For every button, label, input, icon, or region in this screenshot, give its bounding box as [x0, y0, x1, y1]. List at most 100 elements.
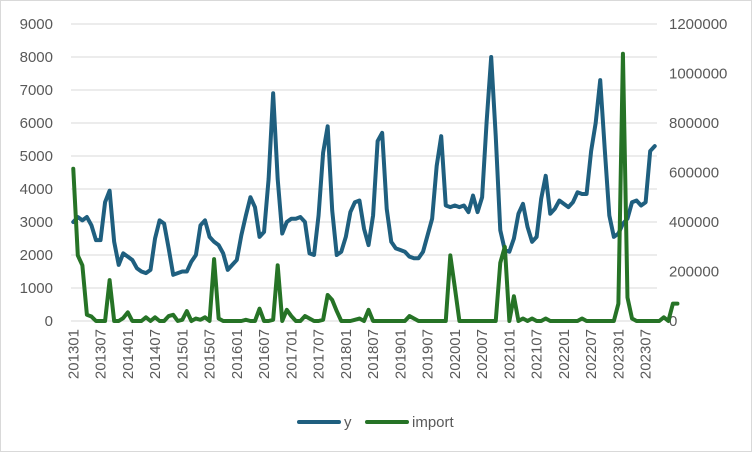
- data-point-y: [585, 192, 588, 195]
- data-point-import: [494, 320, 497, 323]
- data-point-import: [612, 320, 615, 323]
- data-point-y: [458, 206, 461, 209]
- data-point-import: [658, 320, 661, 323]
- data-point-import: [412, 317, 415, 320]
- data-point-import: [376, 320, 379, 323]
- x-tick-label: 201701: [283, 329, 300, 379]
- data-point-import: [431, 320, 434, 323]
- data-point-import: [272, 318, 275, 321]
- data-point-y: [303, 221, 306, 224]
- data-point-import: [249, 320, 252, 323]
- data-point-y: [544, 174, 547, 177]
- data-point-import: [585, 320, 588, 323]
- data-point-y: [512, 237, 515, 240]
- data-point-y: [194, 254, 197, 257]
- x-tick-label: 201901: [392, 329, 409, 379]
- data-point-y: [376, 140, 379, 143]
- left-tick-label: 1000: [20, 280, 53, 297]
- data-point-y: [381, 131, 384, 134]
- series-line-import: [71, 51, 680, 323]
- data-point-import: [676, 302, 679, 305]
- data-point-y: [603, 148, 606, 151]
- data-point-import: [372, 320, 375, 323]
- data-point-import: [113, 320, 116, 323]
- data-point-y: [385, 207, 388, 210]
- right-tick-label: 200000: [669, 264, 719, 281]
- legend-label-y: y: [344, 414, 352, 431]
- data-point-import: [476, 320, 479, 323]
- data-point-import: [154, 316, 157, 319]
- data-point-import: [403, 320, 406, 323]
- data-point-y: [499, 229, 502, 232]
- data-point-y: [331, 209, 334, 212]
- data-point-import: [276, 264, 279, 267]
- data-point-import: [181, 318, 184, 321]
- data-point-import: [85, 313, 88, 316]
- series-y: [71, 55, 657, 277]
- x-tick-label: 202301: [610, 329, 627, 379]
- data-point-y: [208, 235, 211, 238]
- x-tick-label: 201707: [311, 329, 328, 379]
- data-point-y: [285, 221, 288, 224]
- data-point-y: [163, 222, 166, 225]
- data-point-y: [167, 247, 170, 250]
- legend: y import: [297, 414, 455, 431]
- x-tick-label: 202007: [474, 329, 491, 379]
- data-point-import: [394, 320, 397, 323]
- left-tick-label: 3000: [20, 214, 53, 231]
- data-point-import: [308, 317, 311, 320]
- data-point-import: [649, 320, 652, 323]
- left-tick-label: 0: [45, 313, 53, 330]
- data-point-import: [81, 264, 84, 267]
- data-point-import: [353, 318, 356, 321]
- right-tick-label: 0: [669, 313, 677, 330]
- data-point-import: [667, 320, 670, 323]
- data-point-y: [113, 240, 116, 243]
- data-point-import: [363, 320, 366, 323]
- data-point-y: [85, 216, 88, 219]
- data-point-y: [217, 244, 220, 247]
- data-point-y: [244, 214, 247, 217]
- data-point-y: [135, 267, 138, 270]
- data-point-y: [481, 196, 484, 199]
- right-tick-label: 1200000: [669, 16, 727, 33]
- left-tick-label: 5000: [20, 148, 53, 165]
- right-axis: 0 200000 400000 600000 800000 1000000 1200000: [669, 16, 727, 330]
- data-point-import: [467, 320, 470, 323]
- data-point-y: [590, 150, 593, 153]
- data-point-import: [185, 310, 188, 313]
- data-point-y: [363, 227, 366, 230]
- data-point-y: [172, 273, 175, 276]
- data-point-y: [235, 258, 238, 261]
- data-point-y: [526, 225, 529, 228]
- data-point-y: [190, 260, 193, 263]
- data-point-import: [385, 320, 388, 323]
- data-point-import: [449, 254, 452, 257]
- data-point-y: [344, 235, 347, 238]
- data-point-y: [154, 237, 157, 240]
- data-point-y: [649, 150, 652, 153]
- x-tick-label: 201501: [174, 329, 191, 379]
- data-point-import: [99, 320, 102, 323]
- data-point-y: [335, 254, 338, 257]
- data-point-import: [158, 320, 161, 323]
- data-point-y: [540, 197, 543, 200]
- data-point-import: [599, 320, 602, 323]
- data-point-import: [490, 320, 493, 323]
- data-point-y: [249, 196, 252, 199]
- data-point-import: [240, 320, 243, 323]
- data-point-y: [131, 258, 134, 261]
- x-tick-label: 202207: [583, 329, 600, 379]
- data-point-import: [290, 315, 293, 318]
- data-point-import: [108, 279, 111, 282]
- data-point-import: [294, 320, 297, 323]
- data-point-import: [426, 320, 429, 323]
- x-tick-label: 201807: [365, 329, 382, 379]
- data-point-y: [290, 217, 293, 220]
- left-tick-label: 7000: [20, 82, 53, 99]
- data-point-y: [267, 178, 270, 181]
- data-point-import: [662, 316, 665, 319]
- data-point-y: [213, 240, 216, 243]
- data-point-y: [576, 191, 579, 194]
- data-point-import: [135, 320, 138, 323]
